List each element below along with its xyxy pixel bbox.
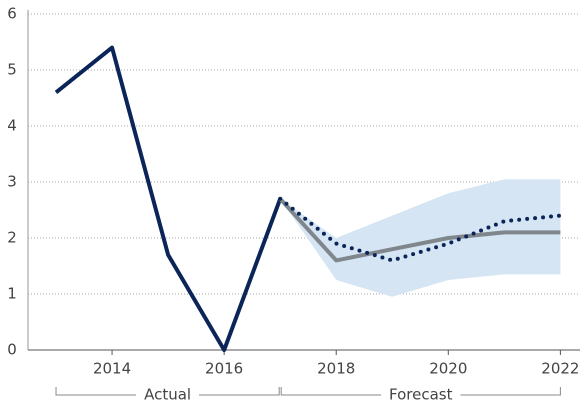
x-tick-label: 2016 bbox=[205, 360, 243, 378]
y-tick-label: 2 bbox=[7, 229, 17, 247]
y-tick-label: 1 bbox=[7, 285, 17, 303]
forecast-band bbox=[280, 179, 561, 297]
y-tick-label: 6 bbox=[7, 5, 17, 23]
line bbox=[54, 45, 283, 352]
x-tick-label: 2022 bbox=[541, 360, 579, 378]
period-label: Forecast bbox=[389, 386, 453, 404]
x-tick-label: 2018 bbox=[317, 360, 355, 378]
x-tick-label: 2020 bbox=[429, 360, 467, 378]
period-bracket bbox=[280, 387, 561, 396]
y-tick-label: 0 bbox=[7, 341, 17, 359]
period-label: Actual bbox=[144, 386, 191, 404]
y-tick-label: 3 bbox=[7, 173, 17, 191]
period-bracket bbox=[55, 387, 280, 396]
x-tick-label: 2014 bbox=[93, 360, 131, 378]
line bbox=[278, 196, 563, 263]
line bbox=[278, 197, 561, 263]
y-tick-label: 5 bbox=[7, 61, 17, 79]
y-tick-label: 4 bbox=[7, 117, 17, 135]
